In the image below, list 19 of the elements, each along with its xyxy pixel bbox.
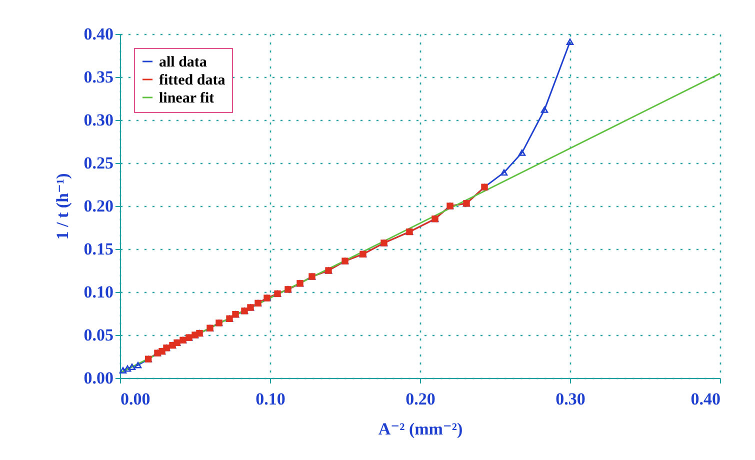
legend-label: all data — [159, 54, 208, 70]
y-tick-label: 0.35 — [84, 68, 114, 86]
x-axis-title: A⁻² (mm⁻²) — [378, 420, 463, 438]
y-tick-label: 0.10 — [84, 282, 114, 302]
x-tick-label: 0.30 — [556, 390, 586, 408]
x-tick-label: 0.10 — [256, 390, 286, 408]
y-tick-label: 0.15 — [84, 240, 114, 258]
y-tick-label: 0.25 — [84, 154, 114, 172]
legend-label: linear fit — [159, 90, 214, 106]
y-tick-label: 0.20 — [84, 196, 114, 216]
legend-label: fitted data — [159, 72, 226, 88]
y-axis-title: 1 / t (h⁻¹) — [52, 173, 72, 240]
x-tick-label: 0.00 — [120, 390, 150, 408]
y-tick-label: 0.05 — [84, 326, 114, 344]
y-tick-label: 0.00 — [84, 368, 114, 388]
x-tick-label: 0.20 — [406, 390, 436, 408]
x-tick-label: 0.40 — [690, 390, 720, 408]
y-tick-label: 0.40 — [84, 24, 114, 44]
y-tick-label: 0.30 — [84, 110, 114, 130]
